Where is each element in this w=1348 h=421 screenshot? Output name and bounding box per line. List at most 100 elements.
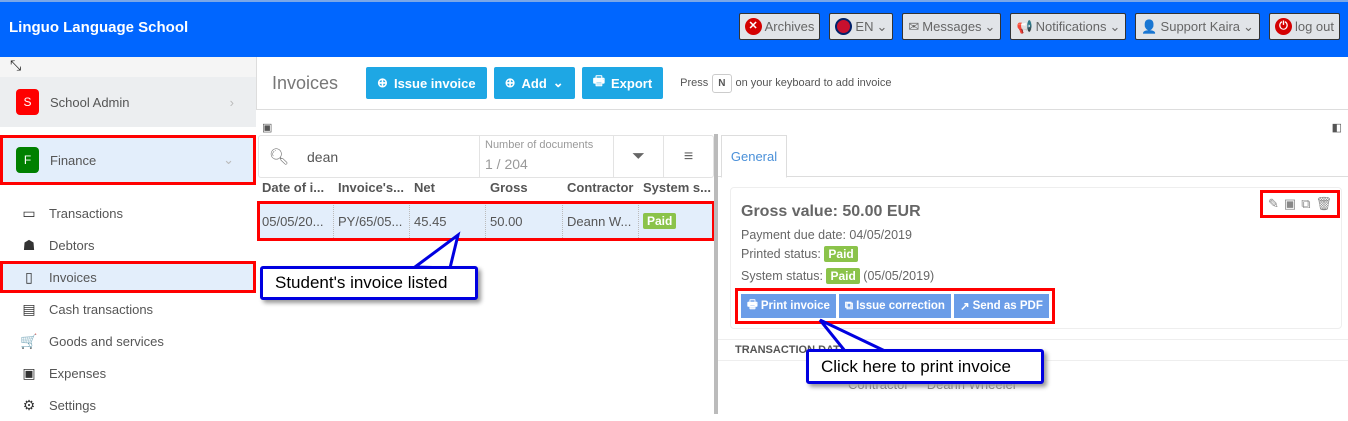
clipboard-icon: ▯ xyxy=(25,268,33,285)
export-label: Export xyxy=(610,75,653,91)
column-system-status[interactable]: System s... xyxy=(643,180,711,195)
table-header: Date of i... Invoice's... Net Gross Cont… xyxy=(258,180,711,195)
filter-icon[interactable]: ⏷ xyxy=(613,136,663,177)
issue-correction-button[interactable]: ⧉ Issue correction xyxy=(838,294,951,318)
sidebar-item-debtors[interactable]: ☗ Debtors xyxy=(0,229,256,261)
sidebar: ⤡ S School Admin › F Finance ⌄ ▭ Transactions… xyxy=(0,57,256,414)
send-pdf-button[interactable]: ↗ Send as PDF xyxy=(953,294,1049,318)
cell-net: 45.45 xyxy=(410,202,486,240)
spy-icon: ☗ xyxy=(22,236,36,253)
column-date[interactable]: Date of i... xyxy=(262,180,325,195)
pencil-icon[interactable]: ✎ xyxy=(1267,196,1279,211)
menu-icon[interactable]: ≡ xyxy=(663,136,713,177)
sidebar-item-goods-and-services[interactable]: 🛒 Goods and services xyxy=(0,325,256,357)
trash-icon[interactable]: 🗑 xyxy=(1315,196,1332,211)
send-pdf-label: Send as PDF xyxy=(972,300,1043,312)
collapse-panel-icon[interactable]: ◧ xyxy=(1331,122,1342,134)
sidebar-item-label: Transactions xyxy=(49,205,123,221)
user-label: Support Kaira xyxy=(1160,19,1241,34)
add-button[interactable]: ⊕ Add ⌄ xyxy=(493,67,575,99)
print-invoice-label: Print invoice xyxy=(760,300,830,312)
sidebar-item-cash-transactions[interactable]: ▤ Cash transactions xyxy=(0,293,256,325)
copy-icon[interactable]: ⧉ xyxy=(1301,196,1311,211)
payment-due-date: Payment due date: 04/05/2019 xyxy=(741,228,912,242)
page-title: Invoices xyxy=(272,72,339,93)
column-number[interactable]: Invoice's... xyxy=(338,180,404,195)
messages-label: Messages xyxy=(922,19,982,34)
chevron-down-icon: ⌄ xyxy=(223,152,234,167)
module-school-admin[interactable]: S School Admin › xyxy=(0,77,256,127)
issue-invoice-button[interactable]: ⊕ Issue invoice xyxy=(366,67,487,99)
invoice-summary-card: Gross value: 50.00 EUR Payment due date:… xyxy=(730,187,1342,329)
sidebar-item-transactions[interactable]: ▭ Transactions xyxy=(0,197,256,229)
chevron-down-icon: ⌄ xyxy=(552,75,564,90)
callout-invoice-listed: Student's invoice listed xyxy=(260,266,478,300)
document-count-label: Number of documents xyxy=(485,139,594,151)
column-net[interactable]: Net xyxy=(414,180,435,195)
expand-panel-icon[interactable]: ▣ xyxy=(262,122,273,134)
gross-value: Gross value: 50.00 EUR xyxy=(741,203,921,220)
archives-button[interactable]: ✕ Archives xyxy=(738,13,821,40)
module-badge: S xyxy=(16,89,39,115)
sidebar-item-settings[interactable]: ⚙ Settings xyxy=(0,389,256,421)
user-menu-button[interactable]: 👤 Support Kaira ⌄ xyxy=(1135,13,1260,40)
sidebar-item-label: Invoices xyxy=(49,269,97,285)
printer-icon: 🖶 xyxy=(747,298,758,311)
tab-general[interactable]: General xyxy=(721,135,787,178)
sidebar-item-label: Goods and services xyxy=(49,333,164,349)
cell-gross: 50.00 xyxy=(486,202,563,240)
chevron-down-icon: ⌄ xyxy=(1243,18,1254,34)
credit-card-icon: ▭ xyxy=(22,204,36,221)
search-bar: 🔍︎ dean Number of documents 1 / 204 ⏷ ≡ xyxy=(258,135,714,178)
gear-icon: ⚙ xyxy=(22,396,36,413)
sidebar-item-invoices[interactable]: ▯ Invoices xyxy=(0,261,256,293)
top-header: Linguo Language School ✕ Archives EN ⌄ ✉ Me… xyxy=(0,0,1348,57)
status-badge: Paid xyxy=(643,213,677,229)
share-icon: ↗ xyxy=(959,301,970,313)
sidebar-item-expenses[interactable]: ▣ Expenses xyxy=(0,357,256,389)
language-label: EN xyxy=(855,19,874,34)
collapse-sidebar-icon[interactable]: ⤡ xyxy=(0,57,256,77)
table-row[interactable]: 05/05/20... PY/65/05... 45.45 50.00 Dean… xyxy=(257,201,715,241)
column-contractor[interactable]: Contractor xyxy=(567,180,634,195)
notifications-label: Notifications xyxy=(1035,19,1107,34)
archives-label: Archives xyxy=(764,19,815,34)
invoice-list-panel: ▣ 🔍︎ dean Number of documents 1 / 204 ⏷ ≡… xyxy=(257,110,715,414)
user-icon: 👤 xyxy=(1141,18,1158,34)
power-icon: ⏻ xyxy=(1274,18,1292,35)
system-status-date: (05/05/2019) xyxy=(863,269,935,283)
issue-invoice-label: Issue invoice xyxy=(393,75,476,91)
column-gross[interactable]: Gross xyxy=(490,180,528,195)
print-invoice-button[interactable]: 🖶 Print invoice xyxy=(741,294,836,318)
cell-contractor: Deann W... xyxy=(563,202,639,240)
calendar-icon: ▤ xyxy=(22,300,36,317)
logout-button[interactable]: ⏻ log out xyxy=(1268,13,1340,40)
uk-flag-icon xyxy=(835,18,853,35)
messages-button[interactable]: ✉ Messages ⌄ xyxy=(902,13,1002,40)
module-finance[interactable]: F Finance ⌄ xyxy=(0,135,256,185)
chevron-down-icon: ⌄ xyxy=(984,18,996,34)
panel-splitter[interactable] xyxy=(714,134,718,414)
copy-icon: ⧉ xyxy=(844,299,854,312)
printed-status-badge: Paid xyxy=(824,246,858,262)
printer-icon: 🖶 xyxy=(592,73,605,88)
plus-circle-icon: ⊕ xyxy=(504,75,516,90)
document-count: Number of documents 1 / 204 xyxy=(479,136,613,177)
hint-text: on your keyboard to add invoice xyxy=(735,77,892,89)
money-icon[interactable]: ▣ xyxy=(1283,196,1297,211)
megaphone-icon: 📢 xyxy=(1016,18,1033,34)
system-status-label: System status: xyxy=(741,269,823,283)
export-button[interactable]: 🖶 Export xyxy=(581,67,664,99)
chevron-down-icon: ⌄ xyxy=(1109,18,1121,34)
notifications-button[interactable]: 📢 Notifications ⌄ xyxy=(1010,13,1127,40)
language-button[interactable]: EN ⌄ xyxy=(829,13,894,40)
search-input[interactable]: dean xyxy=(307,148,339,165)
sidebar-item-label: Debtors xyxy=(49,237,95,253)
hint-key: N xyxy=(712,73,732,93)
module-label: School Admin xyxy=(50,94,130,110)
sidebar-item-label: Expenses xyxy=(49,365,107,381)
issue-correction-label: Issue correction xyxy=(856,300,945,312)
cell-number: PY/65/05... xyxy=(334,202,410,240)
add-label: Add xyxy=(521,75,547,91)
